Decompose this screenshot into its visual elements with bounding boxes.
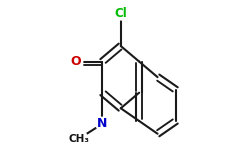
Text: N: N [97,117,108,130]
Text: CH₃: CH₃ [68,134,89,144]
Circle shape [70,130,88,147]
Text: O: O [71,55,82,68]
Circle shape [70,55,82,68]
Text: Cl: Cl [114,7,127,20]
Circle shape [114,7,127,20]
Circle shape [96,117,109,130]
